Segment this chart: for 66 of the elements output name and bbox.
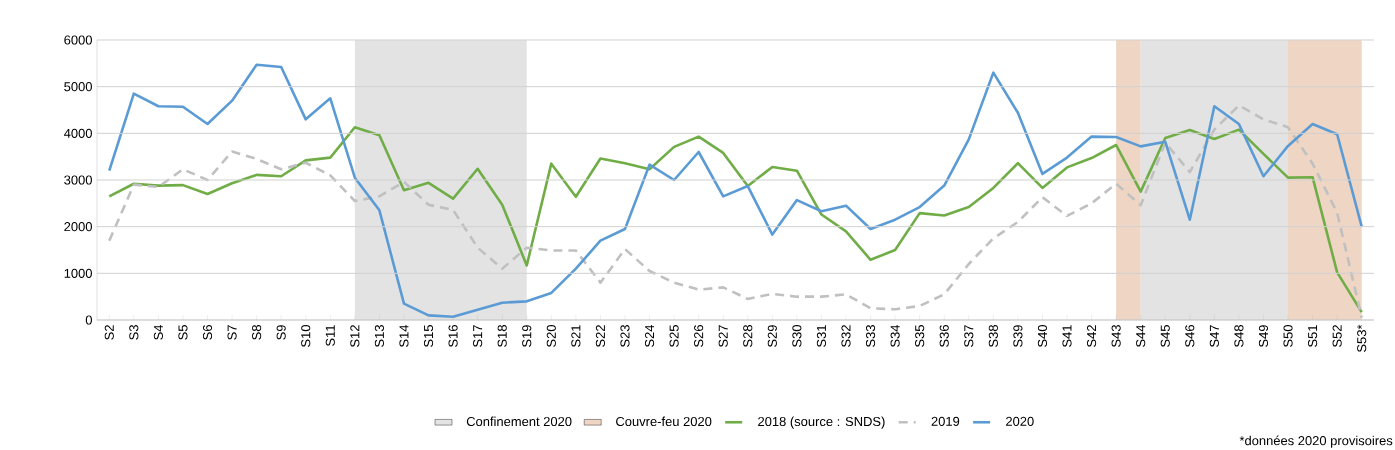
x-tick-label: S12 [350,325,360,347]
y-tick-label: 0 [85,315,92,325]
x-tick-label: S16 [448,325,458,347]
x-tick-label: S33 [865,325,876,347]
y-tick-label: 2000 [64,222,92,232]
x-tick-label: S3 [129,325,139,340]
x-tick-label: S35 [915,325,925,347]
x-tick-label: S26 [694,325,704,347]
x-tick-label: S30 [792,325,802,347]
y-tick-label: 4000 [63,128,92,138]
x-tick-label: S14 [399,324,409,347]
legend-label: Couvre-feu 2020 [616,416,712,427]
x-tick-label: S6 [202,325,213,340]
x-tick-label: S5 [178,325,188,340]
x-tick-label: S36 [939,325,949,347]
x-tick-label: S46 [1185,325,1195,347]
x-tick-label: S53* [1357,324,1367,353]
x-tick-label: S23 [620,325,630,347]
x-tick-label: S7 [227,325,237,340]
x-tick-label: S21 [571,325,581,347]
x-tick-label: S37 [964,325,974,347]
x-tick-label: S28 [743,325,753,347]
x-tick-label: S2 [104,325,114,340]
legend-label: Confinement 2020 [466,416,572,427]
x-tick-label: S47 [1209,325,1219,347]
y-tick-label: 6000 [64,35,92,45]
x-tick-label: S43 [1111,325,1121,347]
legend-label: 2020 [1006,416,1034,426]
legend-label: 2018 (source : SNDS) [758,416,885,429]
x-tick-label: S34 [890,324,900,347]
x-tick-label: S31 [816,325,827,347]
x-tick-label: S22 [595,325,606,347]
text: *données 2020 provisoires [1239,435,1393,448]
x-tick-label: S42 [1086,325,1097,347]
x-tick-label: S48 [1234,325,1244,347]
x-tick-label: S29 [767,325,777,347]
x-tick-label: S52 [1332,325,1342,347]
x-tick-label: S32 [841,325,851,347]
x-tick-label: S45 [1160,325,1170,347]
x-tick-label: S24 [644,324,655,347]
x-tick-label: S15 [423,325,434,347]
x-tick-label: S13 [374,325,384,347]
y-tick-label: 1000 [64,268,92,278]
x-tick-label: S9 [276,325,286,340]
legend-label: 2019 [931,416,960,426]
y-tick-label: 5000 [64,82,92,92]
x-tick-label: S38 [988,325,998,347]
line-series [107,63,1363,319]
x-tick-label: S19 [522,325,532,347]
x-tick-label: S8 [252,325,262,340]
x-tick-label: S49 [1258,325,1269,347]
x-tick-label: S41 [1062,325,1072,347]
x-tick-label: S11 [325,325,335,347]
x-tick-label: S18 [497,325,507,347]
x-tick-label: S25 [669,325,679,347]
y-tick-label: 3000 [64,175,92,185]
x-tick-label: S40 [1037,325,1048,347]
x-tick-label: S44 [1136,324,1146,347]
x-tick-label: S51 [1308,325,1318,347]
x-tick-label: S10 [301,325,311,347]
x-tick-label: S27 [718,325,728,347]
x-tick-label: S17 [473,325,483,347]
x-tick-label: S39 [1013,325,1023,347]
x-tick-label: S20 [546,325,556,347]
x-tick-label: S50 [1283,325,1293,347]
x-tick-label: S4 [153,324,163,340]
